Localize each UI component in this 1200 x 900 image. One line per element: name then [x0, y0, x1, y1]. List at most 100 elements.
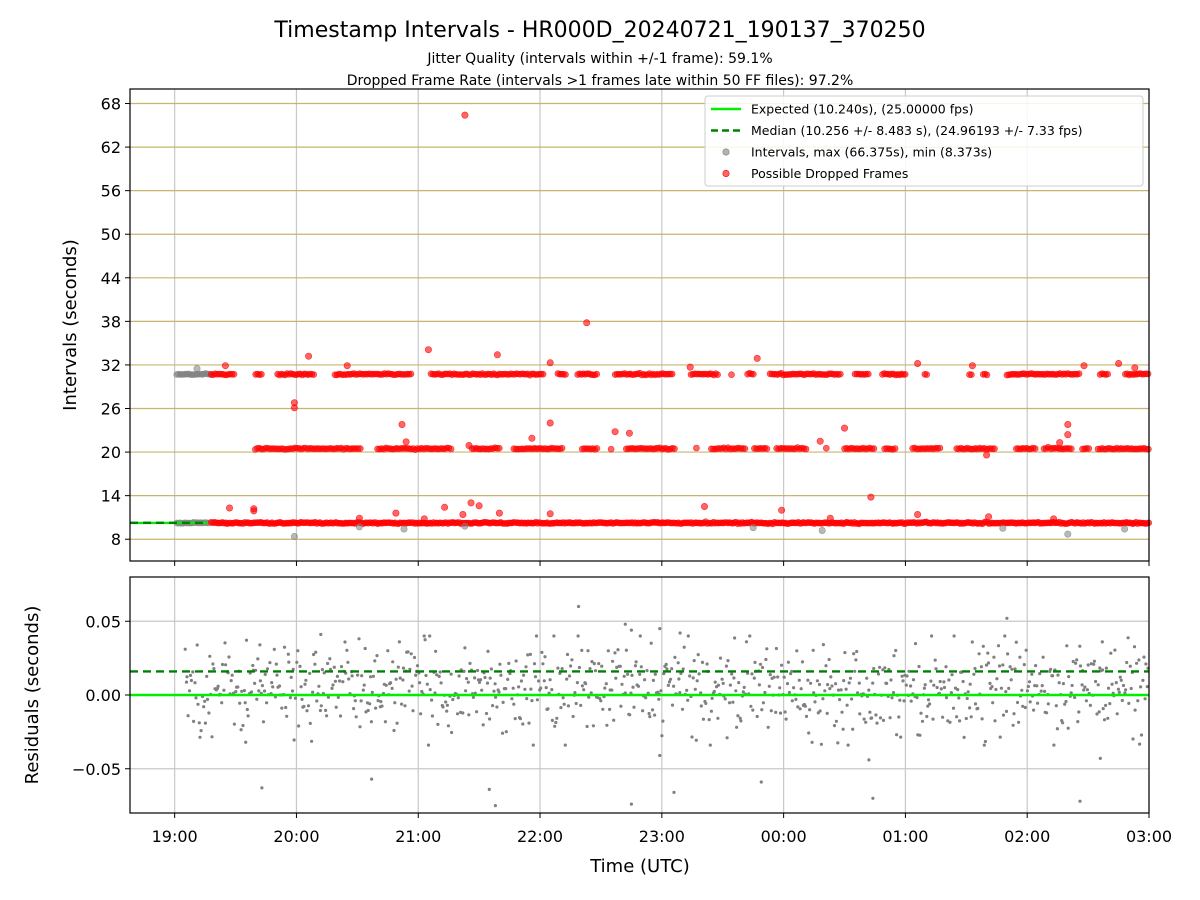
residual-point — [203, 699, 207, 703]
residual-point — [425, 682, 429, 686]
residual-point — [371, 674, 375, 678]
residual-point — [561, 696, 565, 700]
residual-point — [386, 649, 390, 653]
residual-point — [1119, 678, 1123, 682]
residual-point — [928, 702, 932, 706]
dropped-frame-point — [461, 111, 469, 119]
residual-point — [840, 710, 844, 714]
residual-point — [257, 689, 261, 693]
dropped-frame-point — [356, 445, 364, 452]
residuals-panel: −0.05 0.00 0.05 19:00 20:00 21:00 22:00 23:00 0… — [22, 561, 1172, 877]
dropped-frame-point — [402, 438, 410, 446]
residual-point — [992, 655, 996, 659]
residual-point — [184, 680, 189, 684]
intervals-y-tick-label: 68 — [101, 95, 121, 114]
residual-point — [614, 676, 618, 680]
residual-point — [915, 696, 919, 700]
residual-point — [1097, 710, 1101, 714]
residual-point — [207, 711, 211, 715]
residual-point — [390, 686, 394, 691]
residual-point — [1102, 718, 1107, 722]
residual-point — [253, 681, 257, 686]
residual-point — [948, 720, 952, 724]
residual-point — [718, 656, 723, 660]
residual-point — [1039, 689, 1043, 693]
dropped-frame-point — [1144, 370, 1152, 378]
residual-point — [676, 661, 680, 665]
residual-point — [610, 688, 614, 692]
residual-point — [843, 651, 847, 655]
residual-point — [353, 699, 357, 703]
residual-point — [892, 654, 896, 658]
residual-point — [1043, 689, 1047, 694]
residual-point — [589, 691, 593, 695]
residual-point — [185, 675, 189, 679]
residual-point — [1052, 743, 1056, 747]
dropped-frame-point — [753, 354, 761, 362]
residual-point — [527, 721, 531, 725]
residual-point — [570, 658, 574, 662]
residual-point — [848, 676, 853, 680]
residual-point — [592, 662, 596, 666]
residual-point — [491, 704, 495, 708]
residual-point — [436, 722, 440, 727]
residual-point — [693, 687, 697, 691]
residual-point — [1144, 662, 1148, 666]
residual-point — [277, 684, 282, 688]
residual-point — [292, 738, 296, 742]
residual-point — [552, 634, 556, 638]
residual-point — [473, 676, 477, 680]
residual-point — [970, 640, 974, 644]
residual-point — [961, 679, 965, 684]
residual-point — [497, 690, 501, 694]
residual-point — [803, 704, 807, 708]
residual-point — [661, 719, 665, 723]
residual-point — [796, 705, 800, 709]
residual-point — [198, 735, 202, 739]
residual-point — [957, 696, 961, 700]
residual-point — [832, 724, 837, 728]
dropped-frame-point — [250, 507, 258, 515]
residual-point — [697, 672, 701, 676]
residual-point — [765, 647, 769, 651]
residual-point — [1040, 684, 1044, 688]
residual-point — [600, 664, 604, 668]
residual-point — [575, 681, 580, 685]
residual-point — [1005, 616, 1009, 620]
residual-point — [366, 708, 370, 713]
residual-point — [238, 701, 242, 705]
residual-point — [422, 634, 426, 638]
residual-point — [196, 702, 200, 706]
residual-point — [807, 731, 811, 735]
residual-point — [423, 638, 427, 642]
residual-point — [699, 704, 703, 708]
residual-point — [834, 719, 839, 723]
intervals-y-tick-label: 38 — [101, 312, 121, 331]
dropped-frame-point — [1085, 445, 1093, 452]
residual-point — [305, 709, 309, 713]
x-tick-label: 01:00 — [882, 827, 928, 846]
residual-point — [1100, 668, 1105, 672]
residual-point — [657, 697, 661, 701]
residual-point — [577, 604, 581, 609]
residual-point — [394, 677, 398, 681]
residual-point — [333, 679, 337, 683]
residual-point — [477, 680, 482, 685]
residual-point — [778, 711, 783, 715]
residual-point — [855, 649, 859, 654]
residual-point — [566, 704, 571, 708]
residual-point — [1004, 690, 1008, 694]
residual-point — [511, 686, 515, 690]
dropped-frame-point — [914, 510, 922, 518]
residual-point — [923, 683, 927, 687]
residual-point — [876, 672, 881, 676]
residual-point — [658, 753, 662, 758]
residual-point — [1121, 683, 1126, 688]
residual-point — [1001, 663, 1005, 667]
residual-point — [384, 683, 388, 687]
residual-point — [1126, 636, 1130, 640]
residual-point — [931, 717, 935, 721]
residual-point — [544, 686, 548, 690]
x-tick-label: 20:00 — [273, 827, 319, 846]
residual-point — [541, 662, 545, 666]
